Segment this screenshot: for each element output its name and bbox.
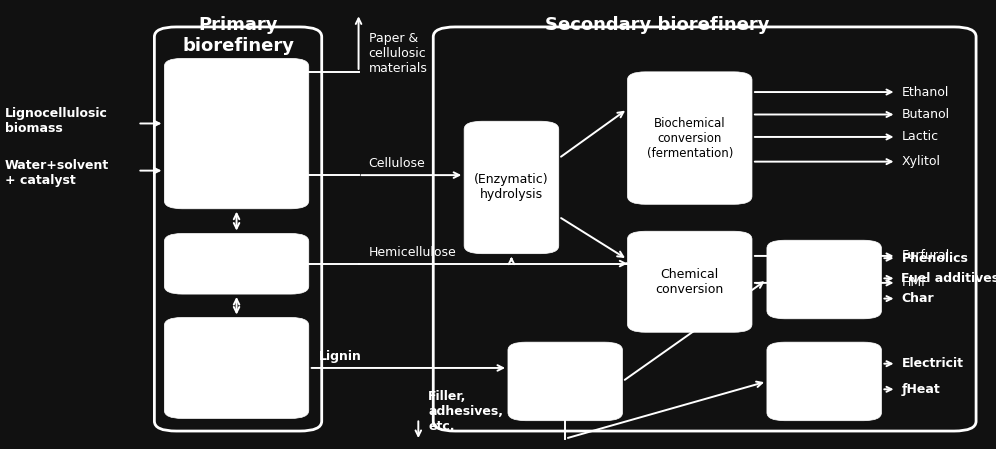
- Text: Lignin: Lignin: [319, 350, 362, 363]
- Text: Biochemical
conversion
(fermentation): Biochemical conversion (fermentation): [646, 117, 733, 159]
- Text: Electricit: Electricit: [901, 357, 963, 370]
- Text: Phenolics: Phenolics: [901, 252, 968, 264]
- Text: Furfural: Furfural: [901, 250, 949, 262]
- Text: Lignocellulosic
biomass: Lignocellulosic biomass: [5, 107, 108, 135]
- Text: (Enzymatic)
hydrolysis: (Enzymatic) hydrolysis: [474, 173, 549, 202]
- FancyBboxPatch shape: [627, 231, 752, 332]
- Text: Secondary biorefinery: Secondary biorefinery: [545, 16, 770, 34]
- FancyBboxPatch shape: [164, 58, 309, 209]
- Text: Cellulose: Cellulose: [369, 157, 425, 170]
- Text: Water+solvent
+ catalyst: Water+solvent + catalyst: [5, 159, 110, 187]
- Text: Filler,
adhesives,
etc.: Filler, adhesives, etc.: [428, 390, 503, 433]
- FancyBboxPatch shape: [164, 317, 309, 418]
- Text: HMF: HMF: [901, 277, 928, 289]
- FancyBboxPatch shape: [627, 72, 752, 204]
- Text: ƒHeat: ƒHeat: [901, 383, 940, 396]
- Text: Paper &
cellulosic
materials: Paper & cellulosic materials: [369, 32, 427, 75]
- Text: Butanol: Butanol: [901, 108, 949, 121]
- Text: Char: Char: [901, 292, 934, 305]
- Text: Lactic: Lactic: [901, 131, 938, 143]
- FancyBboxPatch shape: [164, 233, 309, 294]
- FancyBboxPatch shape: [767, 342, 881, 421]
- Text: Chemical
conversion: Chemical conversion: [655, 268, 724, 296]
- Text: Xylitol: Xylitol: [901, 155, 940, 168]
- Text: Fuel additives: Fuel additives: [901, 272, 996, 285]
- Text: Ethanol: Ethanol: [901, 86, 949, 98]
- Text: Hemicellulose: Hemicellulose: [369, 246, 456, 259]
- FancyBboxPatch shape: [508, 342, 622, 421]
- FancyBboxPatch shape: [464, 121, 559, 254]
- Text: Primary
biorefinery: Primary biorefinery: [182, 16, 294, 54]
- FancyBboxPatch shape: [767, 240, 881, 319]
